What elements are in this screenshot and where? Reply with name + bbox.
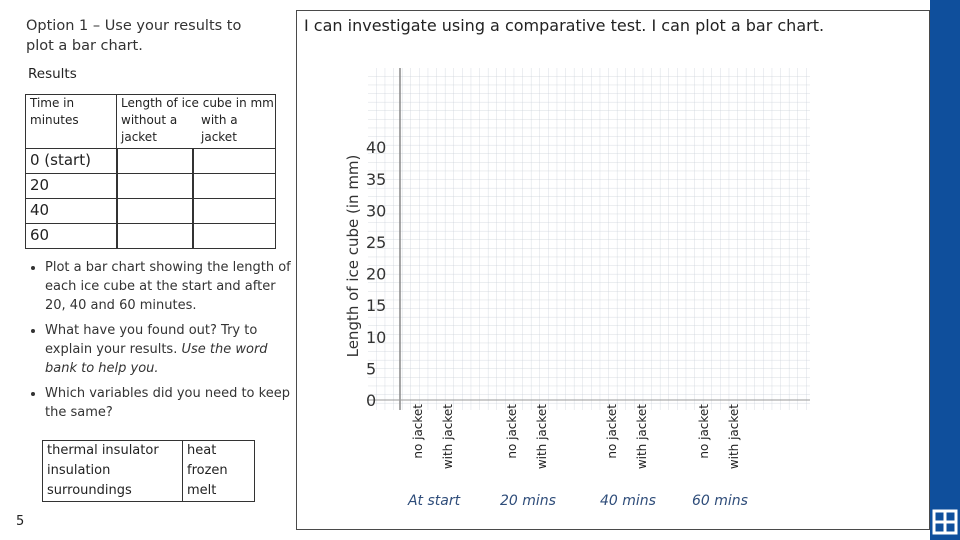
bullet-italic: Use the word bank to help you.	[45, 342, 268, 376]
word: frozen	[187, 463, 228, 478]
word-column: heat frozen melt	[183, 441, 228, 501]
page-number: 5	[16, 514, 25, 529]
col-with: with a jacket	[201, 113, 238, 144]
grid	[368, 68, 810, 410]
y-tick-label: 15	[366, 296, 386, 315]
y-tick-label: 5	[366, 359, 376, 378]
y-tick-label: 30	[366, 201, 386, 220]
word: thermal insulator	[47, 443, 159, 458]
word-column: thermal insulator insulation surroundings	[43, 441, 183, 501]
bar-label: with jacket	[635, 404, 649, 469]
word: melt	[187, 483, 217, 498]
bar-label: with jacket	[727, 404, 741, 469]
y-tick-label: 40	[366, 138, 386, 157]
y-tick-label: 10	[366, 328, 386, 347]
group-label: 40 mins	[600, 493, 656, 509]
y-axis-label: Length of ice cube (in mm)	[344, 155, 362, 358]
right-title: I can investigate using a comparative te…	[304, 16, 825, 35]
logo	[932, 509, 958, 535]
y-tick-label: 20	[366, 265, 386, 284]
right-panel	[296, 10, 930, 530]
col-without: without a jacket	[121, 113, 178, 144]
row-without	[116, 223, 194, 249]
group-label: 20 mins	[500, 493, 556, 509]
bullet: Which variables did you need to keep the…	[45, 384, 295, 422]
grid-chart: Length of ice cube (in mm) 0 5 10 15 20 25 30 3…	[344, 68, 810, 509]
bar-label: no jacket	[697, 404, 711, 459]
word: heat	[187, 443, 217, 458]
bullets: Plot a bar chart showing the length of e…	[28, 258, 295, 428]
y-tick-label: 0	[366, 391, 376, 410]
bullet: What have you found out? Try to explain …	[45, 321, 295, 378]
bar-label: no jacket	[605, 404, 619, 459]
bar-label: no jacket	[411, 404, 425, 459]
y-tick-label: 25	[366, 233, 386, 252]
subheaders: without a jacket with a jacket	[121, 112, 275, 146]
bar-label: with jacket	[535, 404, 549, 469]
bullet-text: What have you found out? Try to explain …	[45, 323, 258, 357]
length-header: Length of ice cube in mm	[121, 96, 274, 110]
group-label: 60 mins	[692, 493, 748, 509]
word-bank: thermal insulator insulation surroundings …	[42, 440, 255, 502]
y-tick-label: 35	[366, 170, 386, 189]
row-with	[192, 223, 276, 249]
left-title: Option 1 – Use your results to plot a ba…	[26, 18, 242, 54]
side-strip	[930, 0, 960, 540]
bar-label: no jacket	[505, 404, 519, 459]
word: insulation	[47, 463, 111, 478]
row-time: 60	[25, 223, 118, 249]
word: surroundings	[47, 483, 132, 498]
bullet: Plot a bar chart showing the length of e…	[45, 258, 295, 315]
bar-label: with jacket	[441, 404, 455, 469]
group-label: At start	[407, 493, 461, 509]
results-label: Results	[28, 66, 77, 82]
